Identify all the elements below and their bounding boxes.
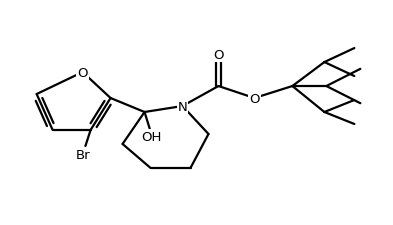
Text: OH: OH	[141, 131, 162, 144]
Text: O: O	[249, 92, 260, 105]
Text: O: O	[77, 66, 88, 79]
Text: O: O	[213, 48, 224, 61]
Text: Br: Br	[76, 148, 91, 162]
Text: N: N	[178, 100, 187, 113]
